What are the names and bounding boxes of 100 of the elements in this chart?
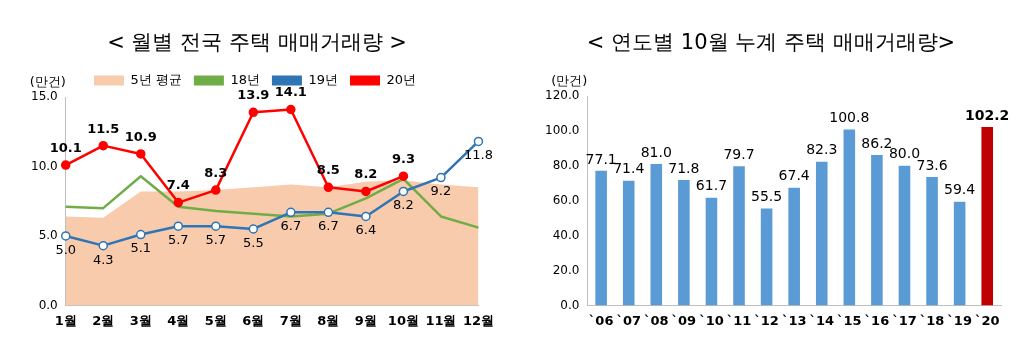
data-label: 102.2 — [965, 106, 1010, 123]
data-label: 71.8 — [668, 159, 700, 176]
point — [398, 171, 409, 181]
bar — [760, 208, 773, 306]
x-tick-label: 3월 — [129, 312, 152, 328]
point — [173, 221, 184, 231]
x-tick-label: `19 — [947, 312, 972, 328]
bar — [926, 176, 938, 306]
bar — [788, 187, 800, 306]
point — [286, 104, 296, 115]
data-label: 5.7 — [205, 232, 227, 248]
data-label: 14.1 — [274, 84, 307, 100]
bar — [871, 154, 883, 306]
y-tick-label: 20.0 — [552, 262, 580, 277]
x-tick-label: `20 — [974, 312, 1000, 328]
data-label: 10.9 — [124, 128, 157, 144]
x-tick-label: 10월 — [387, 312, 419, 328]
x-tick-label: 6월 — [242, 312, 265, 328]
x-tick-label: 1월 — [54, 312, 77, 328]
bar — [622, 180, 635, 306]
data-label: 59.4 — [944, 181, 976, 198]
x-tick-label: 2월 — [92, 312, 115, 328]
point — [211, 221, 221, 231]
point — [98, 140, 108, 151]
data-label: 10.1 — [49, 139, 82, 155]
x-tick-label: `17 — [892, 312, 917, 328]
x-tick-label: `12 — [754, 312, 779, 328]
bar — [843, 129, 856, 306]
data-label: 13.9 — [237, 87, 270, 103]
x-tick-label: 4월 — [167, 312, 190, 328]
bar — [981, 127, 993, 306]
data-label: 6.7 — [318, 218, 339, 234]
data-label: 67.4 — [778, 167, 810, 184]
x-tick-label: `11 — [726, 312, 752, 328]
point — [60, 160, 71, 170]
point — [361, 186, 371, 197]
y-tick-label: 120.0 — [544, 88, 580, 103]
x-tick-label: `18 — [919, 312, 945, 328]
point — [136, 229, 146, 240]
x-tick-label: 11월 — [425, 312, 457, 328]
point — [286, 207, 296, 218]
bar — [650, 164, 663, 306]
y-tick-label: 100.0 — [544, 123, 580, 138]
point — [173, 197, 184, 208]
data-label: 79.7 — [723, 145, 755, 162]
y-tick-label: 40.0 — [552, 227, 580, 242]
x-tick-label: `14 — [809, 312, 835, 328]
y-tick-label: 80.0 — [552, 157, 580, 172]
data-label: 8.2 — [393, 197, 414, 213]
data-label: 9.2 — [430, 183, 452, 199]
point — [60, 231, 71, 241]
x-tick-label: 12월 — [462, 312, 494, 328]
data-label: 5.5 — [242, 234, 264, 250]
data-label: 6.4 — [355, 222, 377, 238]
y-axis-title: (만건) — [29, 73, 66, 89]
x-tick-label: `15 — [837, 312, 862, 328]
point — [473, 136, 484, 147]
y-tick-label: 60.0 — [552, 192, 580, 207]
bar — [733, 166, 745, 306]
data-label: 6.7 — [280, 218, 302, 234]
data-label: 4.3 — [92, 251, 114, 267]
data-label: 55.5 — [751, 188, 783, 205]
y-tick-label: 5.0 — [38, 228, 58, 243]
y-tick-label: 0.0 — [38, 297, 58, 312]
legend-label: 20년 — [386, 71, 417, 87]
point — [436, 172, 446, 183]
point — [248, 107, 259, 118]
point — [248, 224, 259, 234]
point — [398, 186, 409, 197]
bar — [595, 170, 607, 306]
y-tick-label: 0.0 — [560, 297, 580, 312]
data-label: 8.2 — [354, 166, 378, 182]
point — [98, 240, 108, 251]
data-label: 5.0 — [55, 241, 77, 257]
y-tick-label: 10.0 — [31, 158, 58, 173]
legend-label: 18년 — [230, 71, 260, 87]
data-label: 82.3 — [806, 141, 838, 158]
bar — [815, 161, 828, 306]
data-label: 9.3 — [391, 151, 415, 167]
point — [323, 182, 334, 193]
bar — [678, 180, 690, 306]
bar — [898, 165, 911, 306]
point — [211, 185, 221, 195]
x-tick-label: 8월 — [317, 312, 340, 328]
x-tick-label: `09 — [671, 312, 697, 328]
x-tick-label: 7월 — [279, 312, 302, 328]
data-label: 81.0 — [640, 143, 672, 160]
data-label: 5.7 — [167, 232, 189, 248]
legend-label: 19년 — [308, 71, 338, 87]
data-label: 11.8 — [463, 147, 493, 163]
point — [136, 149, 146, 159]
x-tick-label: `08 — [644, 312, 669, 328]
chart-title: < 월별 전국 주택 매매거래량 > — [107, 29, 407, 56]
data-label: 61.7 — [695, 177, 728, 194]
point — [323, 207, 334, 218]
x-tick-label: `06 — [588, 312, 614, 328]
chart-title: < 연도별 10월 누계 주택 매매거래량> — [586, 29, 956, 56]
x-tick-label: `13 — [781, 312, 807, 328]
x-tick-label: `16 — [864, 312, 890, 328]
data-label: 100.8 — [829, 109, 870, 126]
